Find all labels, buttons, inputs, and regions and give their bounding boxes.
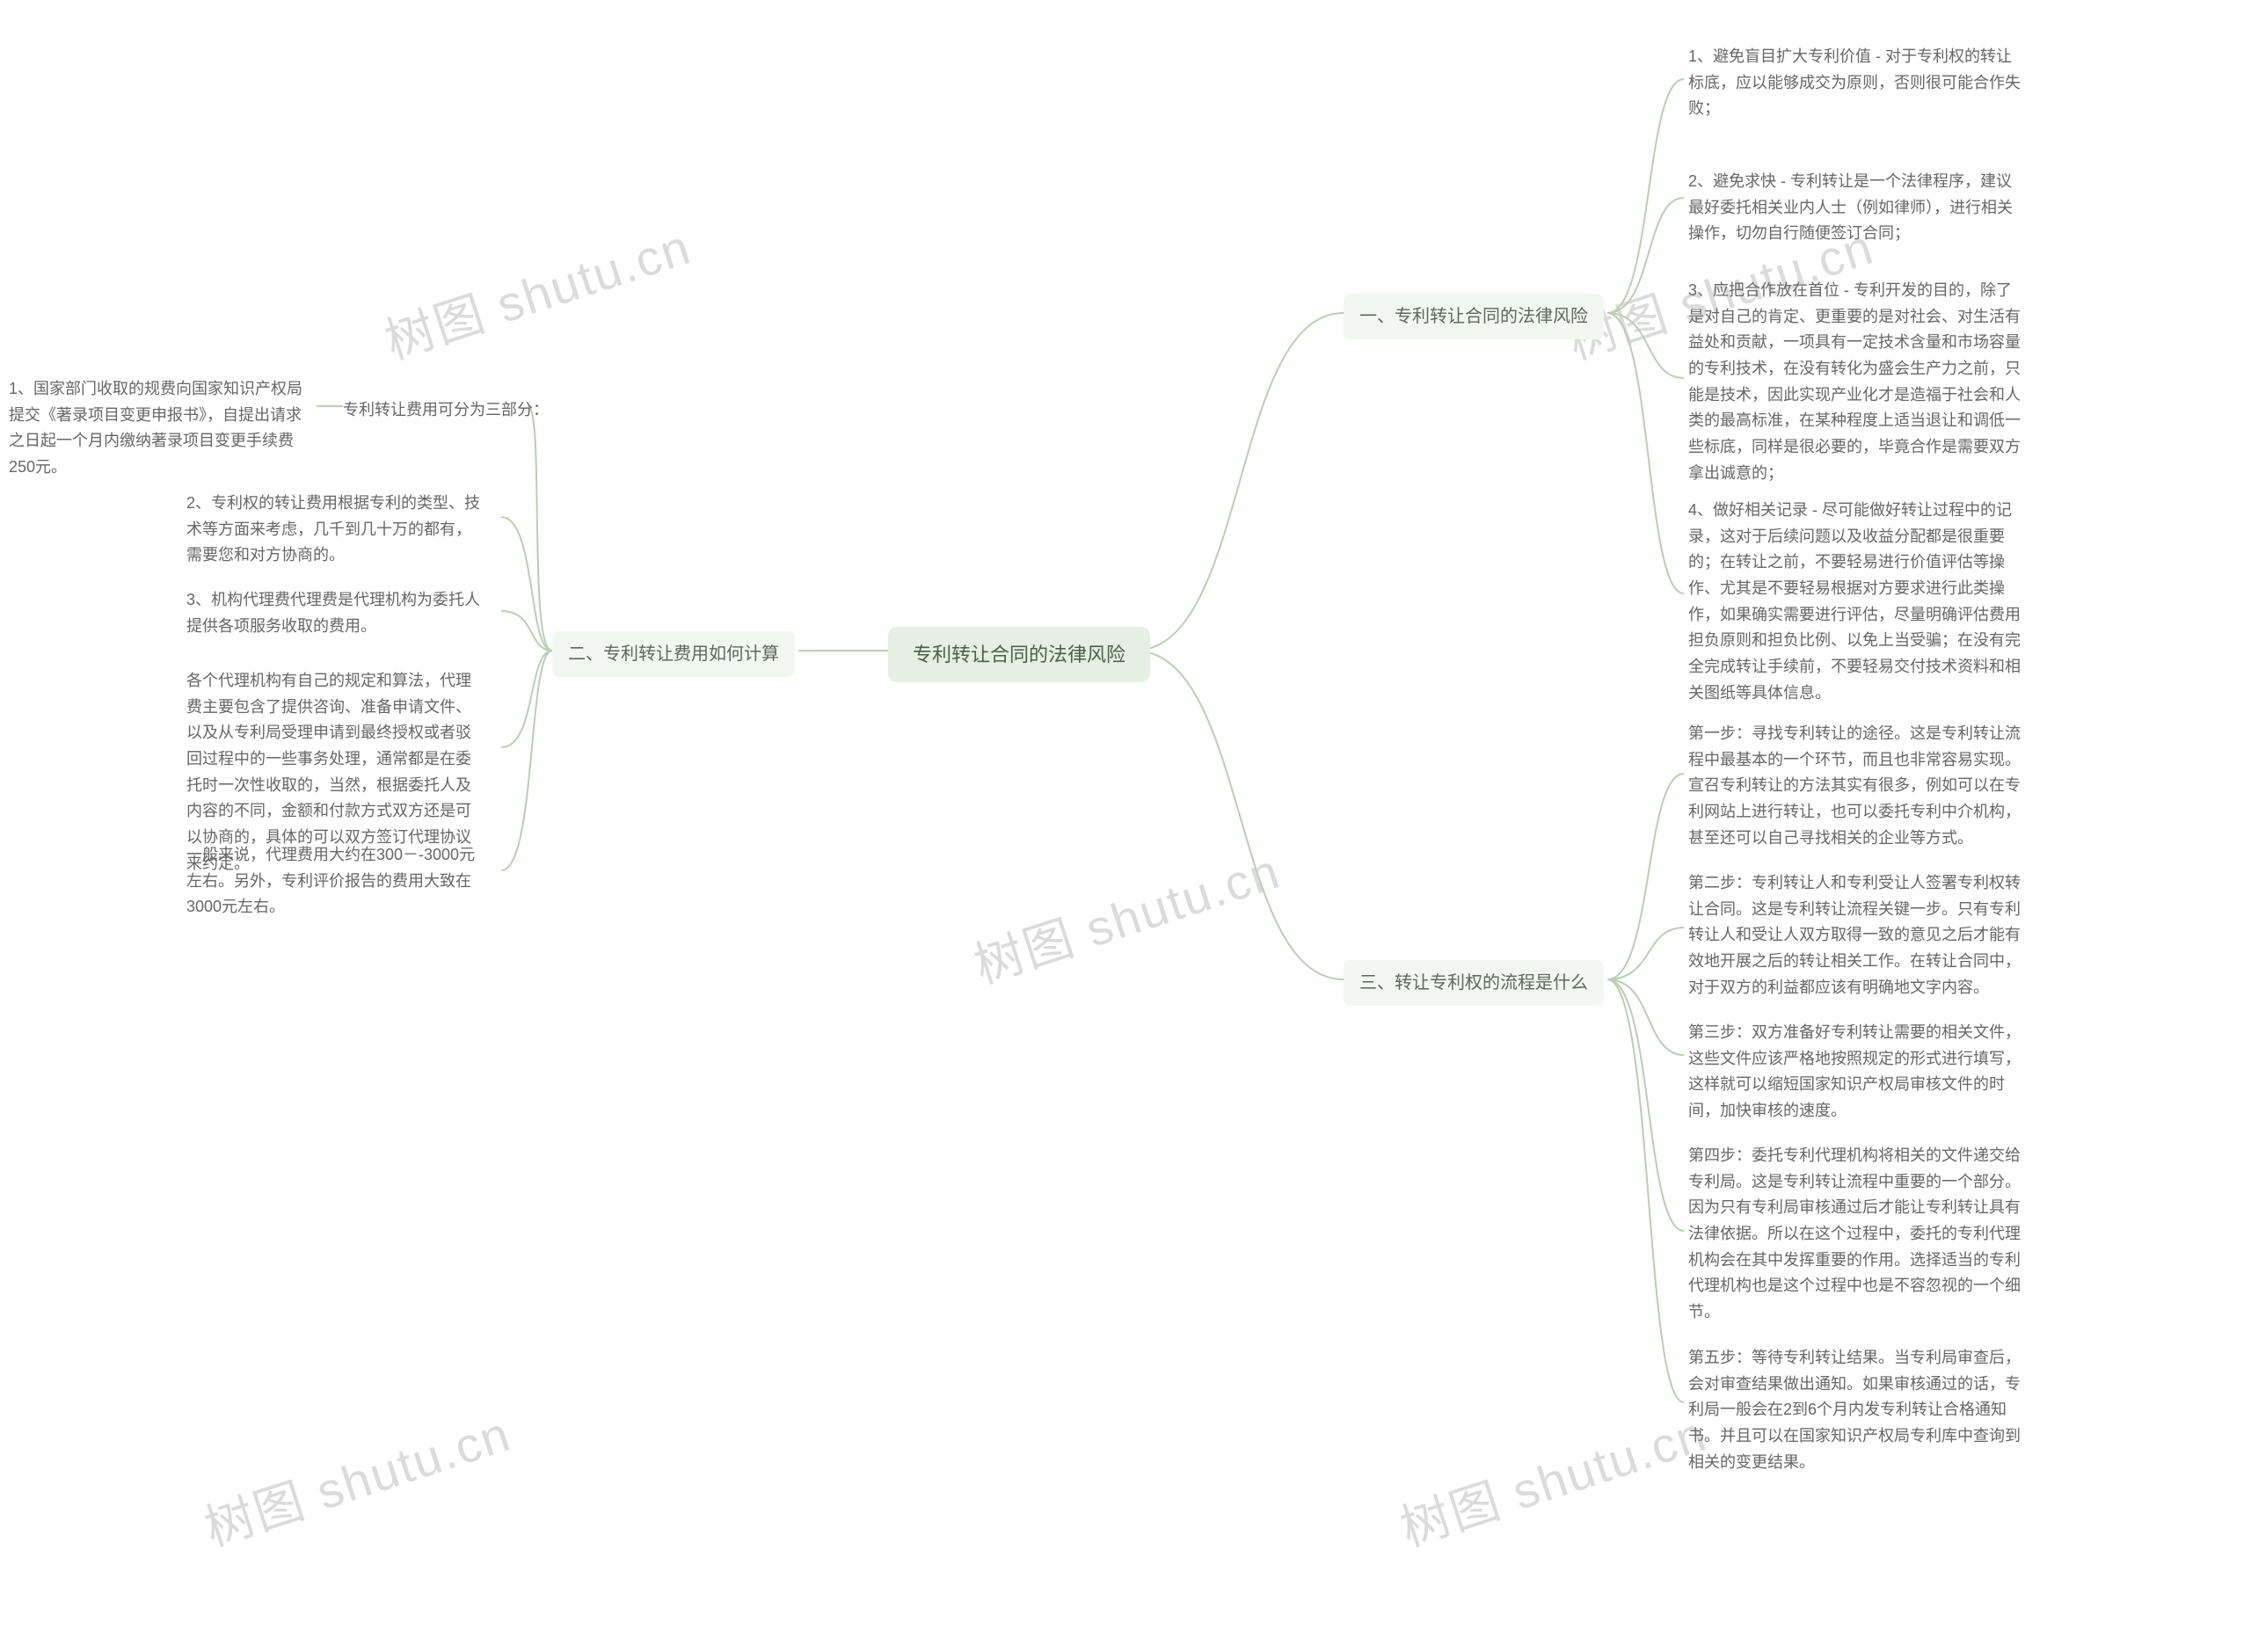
leaf-b2-2: 2、专利权的转让费用根据专利的类型、技术等方面来考虑，几千到几十万的都有，需要您… bbox=[186, 491, 485, 569]
branch-process[interactable]: 三、转让专利权的流程是什么 bbox=[1344, 960, 1604, 1006]
leaf-b1-2: 2、避免求快 - 专利转让是一个法律程序，建议最好委托相关业内人士（例如律师），… bbox=[1688, 169, 2022, 247]
leaf-b3-4: 第四步：委托专利代理机构将相关的文件递交给专利局。这是专利转让流程中重要的一个部… bbox=[1688, 1143, 2022, 1326]
leaf-b3-2: 第二步：专利转让人和专利受让人签署专利权转让合同。这是专利转让流程关键一步。只有… bbox=[1688, 870, 2022, 1001]
leaf-b2-5: 一般来说，代理费用大约在300－-3000元左右。另外，专利评价报告的费用大致在… bbox=[186, 842, 485, 921]
root-node[interactable]: 专利转让合同的法律风险 bbox=[888, 627, 1150, 682]
watermark-4: 树图 shutu.cn bbox=[194, 1394, 519, 1561]
branch-fee-sub: 专利转让费用可分为三部分： bbox=[343, 397, 549, 423]
branch-legal-risk[interactable]: 一、专利转让合同的法律风险 bbox=[1344, 294, 1604, 339]
leaf-b2-1: 1、国家部门收取的规费向国家知识产权局提交《著录项目变更申报书》，自提出请求之日… bbox=[9, 376, 308, 481]
leaf-b1-4: 4、做好相关记录 - 尽可能做好转让过程中的记录，这对于后续问题以及收益分配都是… bbox=[1688, 498, 2022, 707]
connector-group bbox=[317, 79, 1684, 1402]
leaf-b2-3: 3、机构代理费代理费是代理机构为委托人提供各项服务收取的费用。 bbox=[186, 587, 485, 639]
watermark-5: 树图 shutu.cn bbox=[1390, 1394, 1715, 1561]
watermark-1: 树图 shutu.cn bbox=[375, 207, 699, 374]
branch-fee-calculation[interactable]: 二、专利转让费用如何计算 bbox=[552, 631, 795, 677]
leaf-b3-1: 第一步：寻找专利转让的途径。这是专利转让流程中最基本的一个环节，而且也非常容易实… bbox=[1688, 721, 2022, 851]
watermark-3: 树图 shutu.cn bbox=[964, 832, 1288, 998]
leaf-b1-1: 1、避免盲目扩大专利价值 - 对于专利权的转让标底，应以能够成交为原则，否则很可… bbox=[1688, 44, 2022, 122]
leaf-b1-3: 3、应把合作放在首位 - 专利开发的目的，除了是对自己的肯定、更重要的是对社会、… bbox=[1688, 278, 2022, 487]
leaf-b3-5: 第五步：等待专利转让结果。当专利局审查后，会对审查结果做出通知。如果审核通过的话… bbox=[1688, 1345, 2022, 1475]
leaf-b3-3: 第三步：双方准备好专利转让需要的相关文件，这些文件应该严格地按照规定的形式进行填… bbox=[1688, 1020, 2022, 1124]
